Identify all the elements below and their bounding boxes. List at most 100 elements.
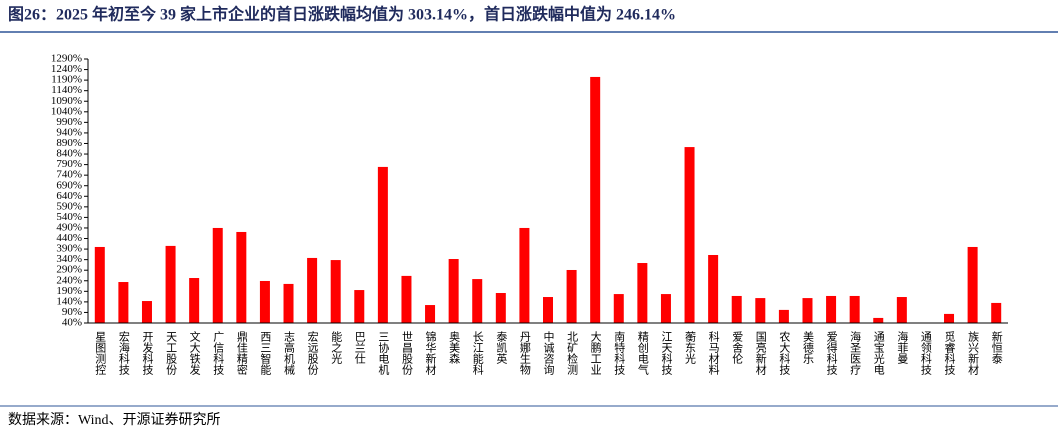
x-tick-label: 北矿检测 xyxy=(566,331,579,376)
y-tick-label: 140% xyxy=(56,295,82,307)
x-tick-label: 南特科技 xyxy=(613,331,626,376)
bar xyxy=(708,254,719,323)
y-tick-label: 1240% xyxy=(51,63,82,75)
y-tick-label: 390% xyxy=(56,243,82,255)
bar xyxy=(519,227,530,323)
bar xyxy=(873,317,884,323)
x-tick-label: 世昌股份 xyxy=(400,331,413,376)
bar xyxy=(189,278,200,323)
chart-title: 图26：2025 年初至今 39 家上市企业的首日涨跌幅均值为 303.14%，… xyxy=(8,5,676,24)
bar xyxy=(802,298,813,323)
y-tick-label: 740% xyxy=(56,169,82,181)
bar xyxy=(731,295,742,323)
x-tick-label: 星图测控 xyxy=(94,331,107,375)
bar xyxy=(613,294,624,323)
bar xyxy=(165,245,176,323)
bar xyxy=(849,295,860,323)
x-tick-label: 西三智能 xyxy=(259,331,272,376)
y-tick-label: 890% xyxy=(56,137,82,149)
x-tick-label: 精创电气 xyxy=(636,331,649,375)
x-tick-label: 蘅东光 xyxy=(684,331,697,365)
x-tick-label: 通宝光电 xyxy=(872,331,885,375)
bar xyxy=(354,290,365,323)
bar xyxy=(118,282,129,323)
bar xyxy=(94,246,105,323)
x-tick-label: 泰凯英 xyxy=(495,330,508,365)
y-tick-label: 190% xyxy=(56,285,82,297)
bar xyxy=(307,257,318,323)
y-tick-label: 690% xyxy=(56,179,82,191)
y-tick-label: 1040% xyxy=(51,105,82,117)
bar xyxy=(566,269,577,323)
bar xyxy=(967,246,978,323)
bar xyxy=(660,294,671,323)
x-tick-label: 中诚咨询 xyxy=(542,331,555,376)
bar xyxy=(283,283,294,323)
source-note: 数据来源：Wind、开源证券研究所 xyxy=(8,412,221,428)
y-tick-label: 340% xyxy=(56,253,82,265)
bar xyxy=(684,147,695,323)
bar xyxy=(472,279,483,323)
x-tick-label: 三协电机 xyxy=(377,331,390,375)
y-tick-label: 940% xyxy=(56,126,82,138)
y-tick-label: 1140% xyxy=(51,84,82,96)
x-tick-label: 爱舍伦 xyxy=(731,331,744,364)
x-tick-label: 大鹏工业 xyxy=(589,330,602,375)
bar xyxy=(425,305,436,323)
y-tick-label: 1190% xyxy=(51,74,82,86)
y-tick-label: 790% xyxy=(56,158,82,170)
bar xyxy=(778,309,789,323)
x-tick-label: 文大铁发 xyxy=(188,330,201,376)
x-tick-label: 海圣医疗 xyxy=(849,330,862,376)
bar xyxy=(495,293,506,323)
x-tick-label: 新恒泰 xyxy=(990,330,1003,364)
bar xyxy=(401,275,412,323)
y-tick-label: 490% xyxy=(56,221,82,233)
bar xyxy=(377,166,388,323)
bar xyxy=(543,297,553,323)
y-tick-label: 1290% xyxy=(51,53,82,65)
x-tick-label: 锦华新材 xyxy=(424,330,437,375)
x-tick-label: 丹娜生物 xyxy=(518,331,531,375)
y-tick-label: 1090% xyxy=(51,95,82,107)
x-tick-label: 鼎佳精密 xyxy=(235,331,248,376)
x-tick-label: 国亮新材 xyxy=(754,331,767,375)
x-tick-label: 科马材料 xyxy=(707,330,720,376)
bar xyxy=(236,231,247,323)
x-tick-label: 宏远股份 xyxy=(306,330,319,376)
bar xyxy=(212,227,223,323)
x-tick-label: 能之光 xyxy=(330,330,343,365)
x-tick-label: 开发科技 xyxy=(141,331,154,376)
x-tick-label: 志高机械 xyxy=(283,331,296,376)
y-tick-label: 840% xyxy=(56,148,82,160)
x-tick-label: 通领科技 xyxy=(919,331,932,376)
x-tick-label: 爱得科技 xyxy=(825,331,838,376)
bar xyxy=(330,260,341,323)
bar xyxy=(826,295,837,323)
y-tick-label: 590% xyxy=(56,200,82,212)
bar xyxy=(448,259,459,323)
bar xyxy=(637,263,648,323)
y-tick-label: 40% xyxy=(62,317,82,329)
x-tick-label: 广信科技 xyxy=(212,331,225,376)
x-tick-label: 奥美森 xyxy=(448,330,461,365)
bar xyxy=(755,298,766,323)
x-tick-label: 长江能科 xyxy=(471,331,484,375)
x-tick-label: 江天科技 xyxy=(660,331,673,376)
x-tick-label: 宏海科技 xyxy=(117,330,130,376)
y-tick-label: 240% xyxy=(56,274,82,286)
x-tick-label: 海菲曼 xyxy=(896,330,909,364)
x-tick-label: 天工股份 xyxy=(165,331,178,376)
x-tick-label: 美德乐 xyxy=(801,331,814,364)
bar xyxy=(141,301,152,323)
x-tick-label: 巴兰仕 xyxy=(353,331,366,365)
y-tick-label: 290% xyxy=(56,264,82,276)
bar xyxy=(944,313,955,323)
bar xyxy=(991,302,1002,323)
y-tick-label: 990% xyxy=(56,116,82,128)
bar xyxy=(590,76,601,324)
x-tick-label: 族兴新材 xyxy=(967,330,980,375)
x-tick-label: 觅睿科技 xyxy=(943,331,956,376)
y-tick-label: 640% xyxy=(56,190,82,202)
